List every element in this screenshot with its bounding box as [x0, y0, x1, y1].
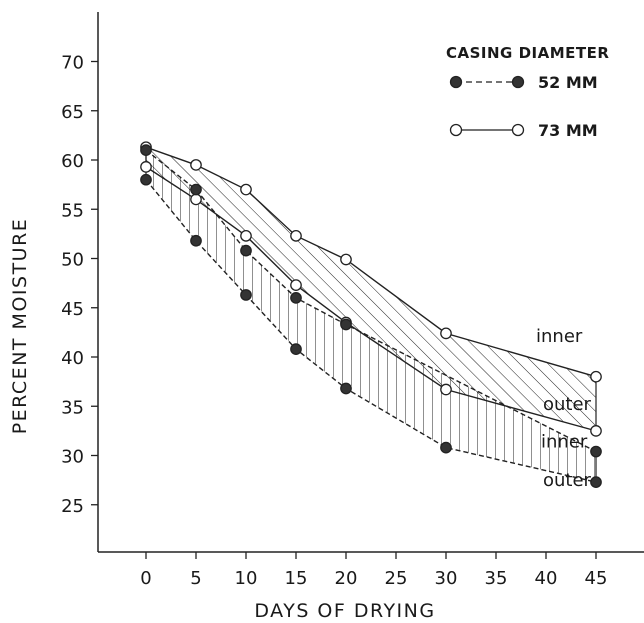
y-tick-label: 60 — [61, 151, 84, 172]
y-tick-label: 50 — [61, 250, 84, 271]
x-axis-title: DAYS OF DRYING — [254, 600, 435, 622]
data-point-1 — [440, 383, 452, 396]
curve-label-outer: outer — [543, 394, 592, 415]
x-tick-label: 35 — [485, 568, 508, 589]
legend-title: CASING DIAMETER — [446, 44, 609, 62]
y-tick-label: 70 — [61, 53, 84, 74]
legend-label-73mm: 73 MM — [538, 121, 598, 140]
data-point-2 — [590, 445, 602, 458]
axis-ticks: 0 5 10 15 20 25 30 35 40 45 25 30 35 40 45 50 55 60 65 70 — [61, 53, 607, 590]
legend-label-52mm: 52 MM — [538, 73, 598, 92]
data-point-1 — [290, 279, 302, 291]
curve-label-outer: outer — [543, 470, 592, 491]
x-tick-label: 20 — [335, 568, 358, 589]
y-tick-label: 55 — [61, 200, 84, 221]
x-tick-label: 10 — [235, 568, 258, 589]
x-tick-label: 30 — [435, 568, 458, 589]
data-point-2 — [340, 318, 352, 331]
data-point-3 — [340, 382, 352, 395]
y-tick-label: 65 — [61, 102, 84, 123]
curve-labels: inner outer inner outer — [536, 326, 592, 491]
y-tick-label: 30 — [61, 447, 84, 468]
x-tick-label: 5 — [190, 568, 201, 589]
y-tick-label: 40 — [61, 348, 84, 369]
x-tick-label: 40 — [535, 568, 558, 589]
curve-label-inner: inner — [541, 432, 588, 453]
y-axis-title: PERCENT MOISTURE — [9, 218, 31, 435]
data-point-2 — [140, 144, 152, 156]
curve-label-inner: inner — [536, 326, 583, 347]
x-tick-label: 15 — [285, 568, 308, 589]
data-point-2 — [290, 292, 302, 304]
x-tick-label: 45 — [585, 568, 608, 589]
series-markers — [140, 141, 602, 488]
data-point-1 — [140, 161, 152, 173]
legend: CASING DIAMETER 52 MM 73 MM — [446, 44, 609, 140]
x-tick-label: 25 — [385, 568, 408, 589]
x-tick-label: 0 — [140, 568, 151, 589]
data-point-3 — [190, 234, 202, 247]
plot-frame — [97, 12, 644, 553]
data-point-0 — [240, 183, 252, 196]
data-point-3 — [440, 441, 452, 454]
data-point-3 — [290, 343, 302, 355]
legend-filled-marker-left — [449, 75, 463, 89]
data-point-2 — [240, 244, 252, 257]
series-line-2 — [145, 149, 597, 453]
data-point-0 — [340, 253, 352, 266]
data-point-0 — [590, 370, 602, 383]
data-point-0 — [190, 159, 202, 171]
legend-filled-marker-right — [511, 75, 525, 89]
y-tick-label: 45 — [61, 299, 84, 320]
y-tick-label: 35 — [61, 397, 84, 418]
data-point-1 — [590, 425, 602, 437]
legend-open-marker-right — [511, 123, 525, 137]
band-73mm-hatch — [146, 147, 596, 431]
data-point-0 — [290, 229, 302, 242]
legend-open-marker-left — [449, 123, 463, 137]
data-point-3 — [590, 476, 602, 488]
data-point-3 — [140, 173, 152, 186]
data-point-1 — [190, 193, 202, 206]
y-tick-label: 25 — [61, 496, 84, 517]
data-point-2 — [190, 183, 202, 196]
legend-entry-52mm: 52 MM — [449, 73, 598, 92]
hatched-bands — [146, 147, 596, 483]
legend-entry-73mm: 73 MM — [449, 121, 598, 140]
data-point-0 — [440, 327, 452, 340]
band-52mm-hatch — [146, 150, 596, 483]
data-point-3 — [240, 289, 252, 301]
data-point-1 — [240, 229, 252, 242]
